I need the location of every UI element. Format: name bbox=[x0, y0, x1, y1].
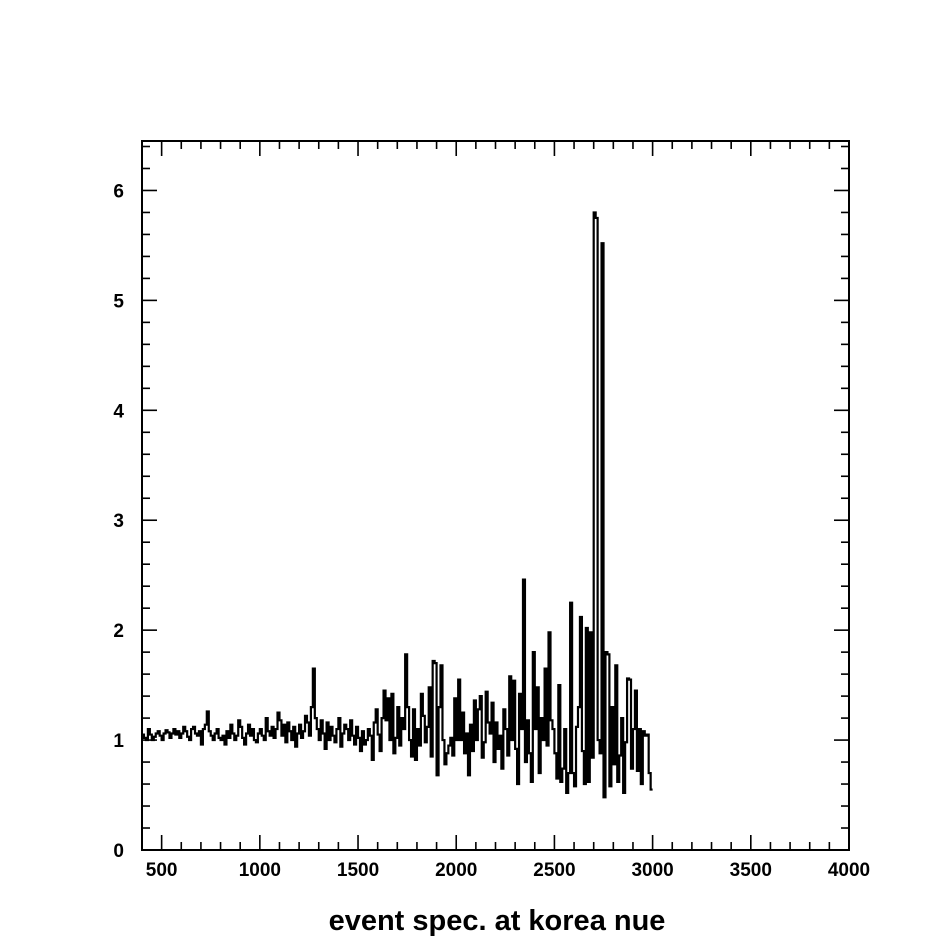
y-tick-label: 6 bbox=[113, 181, 124, 202]
x-tick-label: 1000 bbox=[239, 860, 281, 881]
y-tick-label: 5 bbox=[113, 291, 124, 312]
x-axis-title: event spec. at korea nue bbox=[329, 905, 666, 937]
x-tick-label: 500 bbox=[146, 860, 178, 881]
y-tick-label: 3 bbox=[113, 511, 124, 532]
y-tick-label: 1 bbox=[113, 731, 124, 752]
y-tick-label: 2 bbox=[113, 621, 124, 642]
tick-labels: 500 1000 1500 2000 2500 3000 3500 4000 0 1 2 3 4 5 6 bbox=[113, 181, 870, 881]
x-tick-label: 3500 bbox=[730, 860, 772, 881]
y-tick-label: 4 bbox=[113, 401, 124, 422]
axis-ticks bbox=[141, 141, 850, 851]
x-tick-label: 2000 bbox=[435, 860, 477, 881]
y-tick-label: 0 bbox=[113, 841, 124, 862]
series-line bbox=[142, 211, 653, 799]
x-tick-label: 1500 bbox=[337, 860, 379, 881]
x-tick-label: 4000 bbox=[828, 860, 870, 881]
x-tick-label: 2500 bbox=[533, 860, 575, 881]
x-tick-label: 3000 bbox=[631, 860, 673, 881]
plot-frame bbox=[141, 140, 850, 851]
